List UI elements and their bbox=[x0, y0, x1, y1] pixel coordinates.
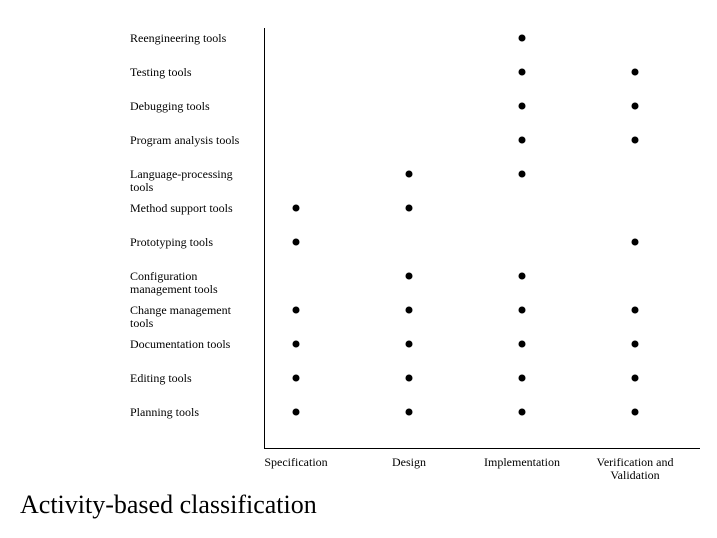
data-point bbox=[519, 409, 526, 416]
x-label: Implementation bbox=[472, 456, 572, 469]
y-label: Method support tools bbox=[130, 202, 255, 215]
activity-classification-chart: Reengineering tools Testing tools Debuggin… bbox=[0, 20, 717, 470]
data-point bbox=[406, 375, 413, 382]
y-label: Debugging tools bbox=[130, 100, 255, 113]
y-label: Reengineering tools bbox=[130, 32, 255, 45]
data-point bbox=[406, 409, 413, 416]
data-point bbox=[519, 103, 526, 110]
data-point bbox=[293, 375, 300, 382]
data-point bbox=[406, 341, 413, 348]
y-label: Change management tools bbox=[130, 304, 255, 329]
y-label: Documentation tools bbox=[130, 338, 255, 351]
y-label: Planning tools bbox=[130, 406, 255, 419]
data-point bbox=[519, 69, 526, 76]
y-axis bbox=[264, 28, 265, 448]
data-point bbox=[519, 341, 526, 348]
y-label: Editing tools bbox=[130, 372, 255, 385]
y-label: Language-processing tools bbox=[130, 168, 255, 193]
data-point bbox=[293, 239, 300, 246]
data-point bbox=[293, 307, 300, 314]
y-label: Program analysis tools bbox=[130, 134, 255, 147]
data-point bbox=[632, 307, 639, 314]
data-point bbox=[632, 103, 639, 110]
figure-title: Activity-based classification bbox=[20, 490, 317, 520]
data-point bbox=[519, 171, 526, 178]
data-point bbox=[519, 375, 526, 382]
y-label: Prototyping tools bbox=[130, 236, 255, 249]
data-point bbox=[519, 307, 526, 314]
data-point bbox=[406, 273, 413, 280]
data-point bbox=[632, 137, 639, 144]
data-point bbox=[632, 375, 639, 382]
data-point bbox=[632, 69, 639, 76]
data-point bbox=[293, 409, 300, 416]
data-point bbox=[632, 409, 639, 416]
data-point bbox=[293, 205, 300, 212]
x-axis bbox=[264, 448, 700, 449]
x-label: Verification and Validation bbox=[590, 456, 680, 481]
data-point bbox=[519, 137, 526, 144]
data-point bbox=[632, 341, 639, 348]
x-label: Specification bbox=[251, 456, 341, 469]
data-point bbox=[406, 307, 413, 314]
y-label: Configuration management tools bbox=[130, 270, 255, 295]
data-point bbox=[519, 35, 526, 42]
data-point bbox=[406, 205, 413, 212]
data-point bbox=[519, 273, 526, 280]
data-point bbox=[406, 171, 413, 178]
data-point bbox=[632, 239, 639, 246]
data-point bbox=[293, 341, 300, 348]
y-label: Testing tools bbox=[130, 66, 255, 79]
x-label: Design bbox=[379, 456, 439, 469]
